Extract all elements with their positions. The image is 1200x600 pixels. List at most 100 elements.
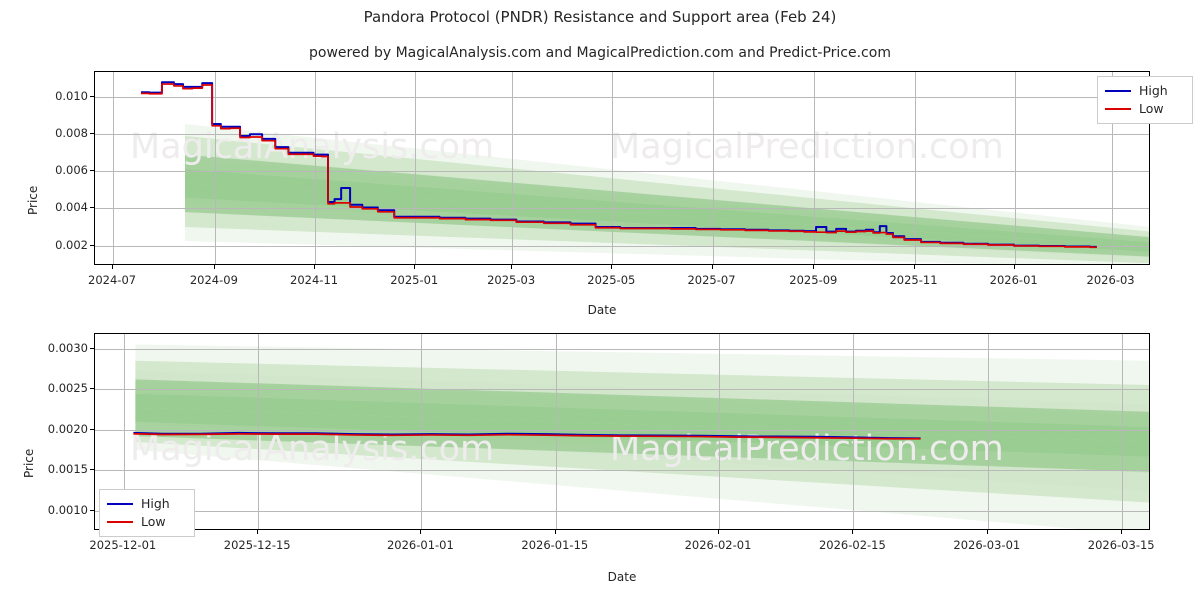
legend-line-swatch (107, 503, 133, 505)
gridline-vertical (124, 334, 125, 529)
gridline-vertical (556, 334, 557, 529)
legend-label: High (141, 496, 170, 511)
y-tick-mark (90, 133, 94, 134)
x-tick-label: 2024-11 (290, 273, 339, 287)
y-tick-mark (90, 170, 94, 171)
resistance-support-bands (135, 344, 1149, 529)
top-chart-plot-area: MagicalAnalysis.com MagicalPrediction.com (95, 72, 1149, 264)
series-line-low (140, 83, 1097, 249)
y-tick-label: 0.002 (55, 237, 88, 252)
x-tick-mark (420, 530, 421, 534)
y-tick-label: 0.006 (55, 163, 88, 178)
x-tick-label: 2025-09 (789, 273, 838, 287)
legend-item-low[interactable]: Low (107, 513, 187, 531)
gridline-horizontal (95, 470, 1149, 471)
x-tick-label: 2026-01-01 (386, 538, 454, 552)
x-tick-label: 2026-03 (1086, 273, 1135, 287)
band-segment (184, 169, 1149, 247)
band-segment (135, 360, 1149, 415)
x-tick-label: 2026-02-01 (684, 538, 752, 552)
band-segment (135, 407, 1149, 457)
price-series-group (133, 431, 921, 440)
gridline-horizontal (95, 208, 1149, 209)
bottom-chart-x-axis-label: Date (607, 570, 637, 584)
series-line-high (140, 81, 1097, 248)
x-tick-label: 2025-12-01 (89, 538, 157, 552)
legend-item-high[interactable]: High (107, 495, 187, 513)
gridline-vertical (113, 72, 114, 264)
gridline-vertical (713, 72, 714, 264)
band-segment (184, 183, 1149, 252)
legend-line-swatch (1105, 90, 1131, 92)
series-line-low (133, 432, 921, 440)
legend-line-swatch (1105, 108, 1131, 110)
x-tick-mark (718, 530, 719, 534)
y-tick-label: 0.0015 (47, 462, 88, 477)
bottom-chart-frame: MagicalAnalysis.com MagicalPrediction.com (94, 333, 1150, 530)
x-tick-label: 2025-01 (390, 273, 439, 287)
y-tick-label: 0.0020 (47, 421, 88, 436)
legend-line-swatch (107, 521, 133, 523)
band-segment (135, 379, 1149, 427)
gridline-vertical (215, 72, 216, 264)
x-tick-label: 2025-05 (587, 273, 636, 287)
gridline-vertical (421, 334, 422, 529)
gridline-horizontal (95, 134, 1149, 135)
bottom-chart-legend: High Low (99, 489, 195, 537)
x-tick-mark (555, 530, 556, 534)
x-tick-label: 2025-07 (687, 273, 736, 287)
top-chart-legend: High Low (1097, 76, 1193, 124)
x-tick-mark (914, 265, 915, 269)
y-tick-label: 0.0030 (47, 340, 88, 355)
x-tick-label: 2024-07 (88, 273, 137, 287)
page-title: Pandora Protocol (PNDR) Resistance and S… (363, 8, 837, 26)
x-tick-mark (112, 265, 113, 269)
x-tick-mark (1014, 265, 1015, 269)
band-segment (184, 136, 1149, 240)
x-tick-label: 2025-03 (487, 273, 536, 287)
gridline-vertical (1112, 72, 1113, 264)
x-tick-mark (414, 265, 415, 269)
x-tick-label: 2026-01 (989, 273, 1038, 287)
top-chart-frame: MagicalAnalysis.com MagicalPrediction.com (94, 71, 1150, 265)
gridline-vertical (258, 334, 259, 529)
y-tick-mark (90, 429, 94, 430)
x-tick-label: 2026-02-15 (818, 538, 886, 552)
gridline-vertical (1122, 334, 1123, 529)
top-chart-x-axis-label: Date (587, 303, 617, 317)
gridline-horizontal (95, 430, 1149, 431)
band-segment (184, 154, 1149, 242)
bottom-chart-panel: MagicalAnalysis.com MagicalPrediction.com (94, 333, 1150, 530)
legend-label: Low (1139, 101, 1164, 116)
x-tick-mark (611, 265, 612, 269)
gridline-vertical (988, 334, 989, 529)
gridline-horizontal (95, 389, 1149, 390)
bottom-chart-plot-area: MagicalAnalysis.com MagicalPrediction.com (95, 334, 1149, 529)
gridline-horizontal (95, 171, 1149, 172)
band-segment (135, 393, 1149, 442)
x-tick-label: 2026-03-01 (953, 538, 1021, 552)
gridline-horizontal (95, 246, 1149, 247)
gridline-vertical (415, 72, 416, 264)
legend-item-low[interactable]: Low (1105, 100, 1185, 118)
legend-item-high[interactable]: High (1105, 82, 1185, 100)
page-subtitle: powered by MagicalAnalysis.com and Magic… (309, 45, 891, 61)
x-tick-label: 2024-09 (189, 273, 238, 287)
x-tick-label: 2026-01-15 (521, 538, 589, 552)
gridline-vertical (853, 334, 854, 529)
x-tick-label: 2025-11 (889, 273, 938, 287)
y-tick-mark (90, 388, 94, 389)
x-tick-mark (257, 530, 258, 534)
top-chart-panel: MagicalAnalysis.com MagicalPrediction.com (94, 71, 1150, 265)
x-tick-mark (511, 265, 512, 269)
x-tick-mark (712, 265, 713, 269)
x-tick-mark (987, 530, 988, 534)
y-tick-label: 0.004 (55, 200, 88, 215)
gridline-vertical (612, 72, 613, 264)
gridline-vertical (512, 72, 513, 264)
legend-label: Low (141, 514, 166, 529)
x-tick-label: 2025-12-15 (223, 538, 291, 552)
gridline-horizontal (95, 349, 1149, 350)
y-tick-label: 0.010 (55, 89, 88, 104)
